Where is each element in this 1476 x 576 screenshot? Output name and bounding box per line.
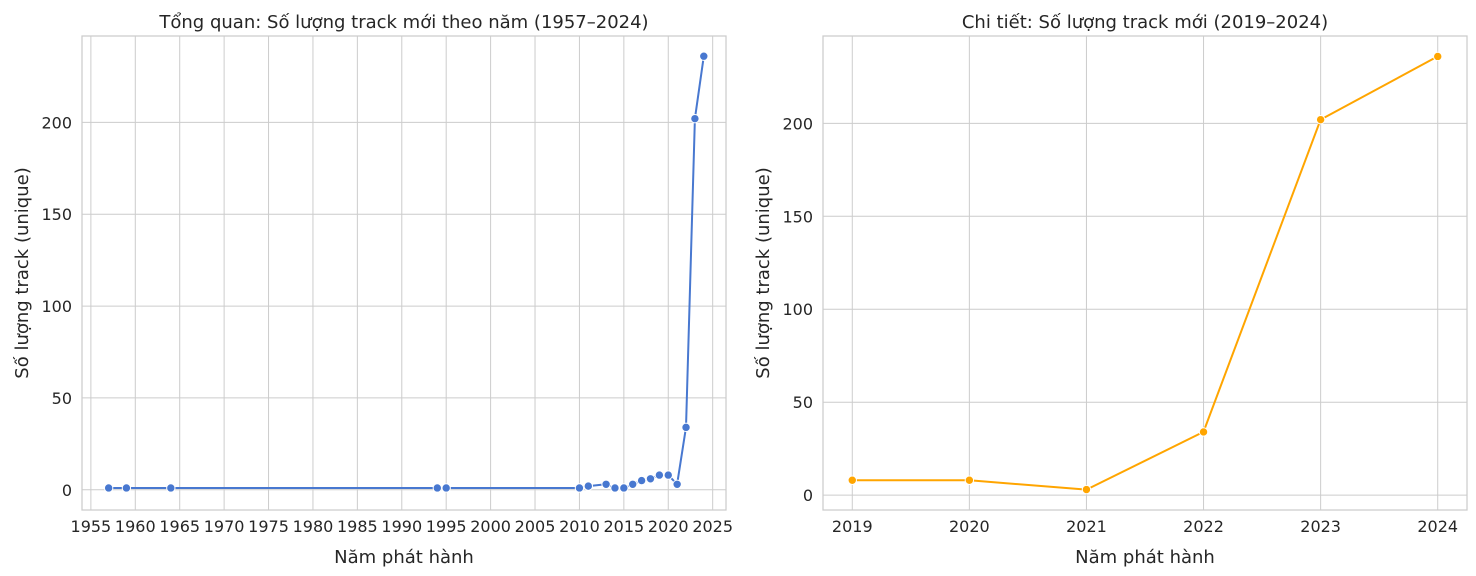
detail-x-tick-label: 2023: [1300, 517, 1341, 536]
overview-x-tick-label: 2010: [559, 517, 600, 536]
overview-y-tick-label: 150: [41, 205, 72, 224]
overview-data-point: [583, 481, 594, 491]
overview-series-line: [108, 56, 705, 489]
overview-data-point: [619, 483, 629, 493]
detail-x-tick-label: 2021: [1066, 517, 1107, 536]
overview-chart-title: Tổng quan: Số lượng track mới theo năm (…: [158, 12, 648, 33]
detail-series-line: [852, 55, 1439, 491]
overview-plot-frame: [81, 35, 727, 511]
detail-y-tick-label: 150: [782, 207, 813, 226]
overview-chart: Tổng quan: Số lượng track mới theo năm (…: [12, 12, 733, 568]
overview-x-tick-label: 1985: [337, 517, 378, 536]
detail-x-axis-label: Năm phát hành: [1075, 547, 1215, 568]
detail-data-point: [1433, 51, 1443, 62]
overview-x-tick-label: 2025: [692, 517, 733, 536]
overview-x-tick-label: 2000: [470, 517, 511, 536]
overview-data-point: [645, 474, 656, 484]
overview-data-point: [103, 483, 114, 493]
overview-data-point: [601, 479, 611, 489]
overview-data-point: [574, 483, 585, 493]
overview-data-point: [432, 483, 443, 493]
overview-y-axis-label: Số lượng track (unique): [12, 167, 33, 378]
detail-x-tick-label: 2020: [949, 517, 990, 536]
detail-y-axis-label: Số lượng track (unique): [753, 167, 774, 378]
overview-data-point: [654, 470, 665, 480]
detail-data-point: [1081, 484, 1092, 495]
overview-y-tick-label: 50: [52, 389, 72, 408]
detail-y-tick-label: 0: [803, 486, 813, 505]
detail-gridlines: [823, 36, 1467, 510]
detail-x-tick-label: 2022: [1183, 517, 1224, 536]
overview-gridlines: [82, 36, 726, 510]
overview-data-point: [610, 483, 620, 493]
overview-x-tick-label: 1965: [159, 517, 200, 536]
detail-data-point: [1315, 114, 1326, 125]
detail-data-point: [1198, 427, 1209, 437]
overview-data-point: [681, 422, 691, 433]
detail-y-tick-label: 100: [782, 300, 813, 319]
detail-y-tick-label: 50: [793, 393, 813, 412]
overview-x-tick-label: 2005: [515, 517, 556, 536]
overview-x-tick-label: 1960: [115, 517, 156, 536]
overview-data-point: [166, 483, 176, 493]
overview-x-tick-label: 1975: [248, 517, 289, 536]
overview-x-tick-label: 1955: [71, 517, 112, 536]
overview-data-point: [628, 479, 638, 489]
overview-data-point: [636, 475, 647, 486]
overview-x-tick-label: 2015: [603, 517, 644, 536]
overview-x-tick-label: 1995: [426, 517, 467, 536]
detail-x-tick-label: 2024: [1417, 517, 1458, 536]
overview-x-tick-label: 1990: [381, 517, 422, 536]
overview-data-point: [441, 483, 451, 493]
overview-y-tick-label: 200: [41, 113, 72, 132]
detail-x-tick-label: 2019: [832, 517, 873, 536]
overview-y-tick-label: 0: [62, 481, 72, 500]
overview-data-point: [699, 51, 709, 61]
detail-data-point: [847, 475, 857, 485]
detail-y-tick-label: 200: [782, 114, 813, 133]
detail-chart-title: Chi tiết: Số lượng track mới (2019–2024): [962, 12, 1328, 33]
overview-data-point: [690, 113, 700, 124]
detail-plot-frame: [822, 35, 1468, 511]
detail-chart: Chi tiết: Số lượng track mới (2019–2024)…: [753, 12, 1468, 568]
overview-x-tick-label: 1980: [293, 517, 334, 536]
overview-y-tick-label: 100: [41, 297, 72, 316]
overview-x-axis-label: Năm phát hành: [334, 547, 474, 568]
overview-data-point: [663, 470, 673, 480]
overview-x-tick-label: 1970: [204, 517, 245, 536]
overview-data-point: [121, 483, 132, 493]
overview-x-tick-label: 2020: [648, 517, 689, 536]
overview-data-point: [672, 479, 682, 489]
detail-data-point: [964, 475, 975, 485]
